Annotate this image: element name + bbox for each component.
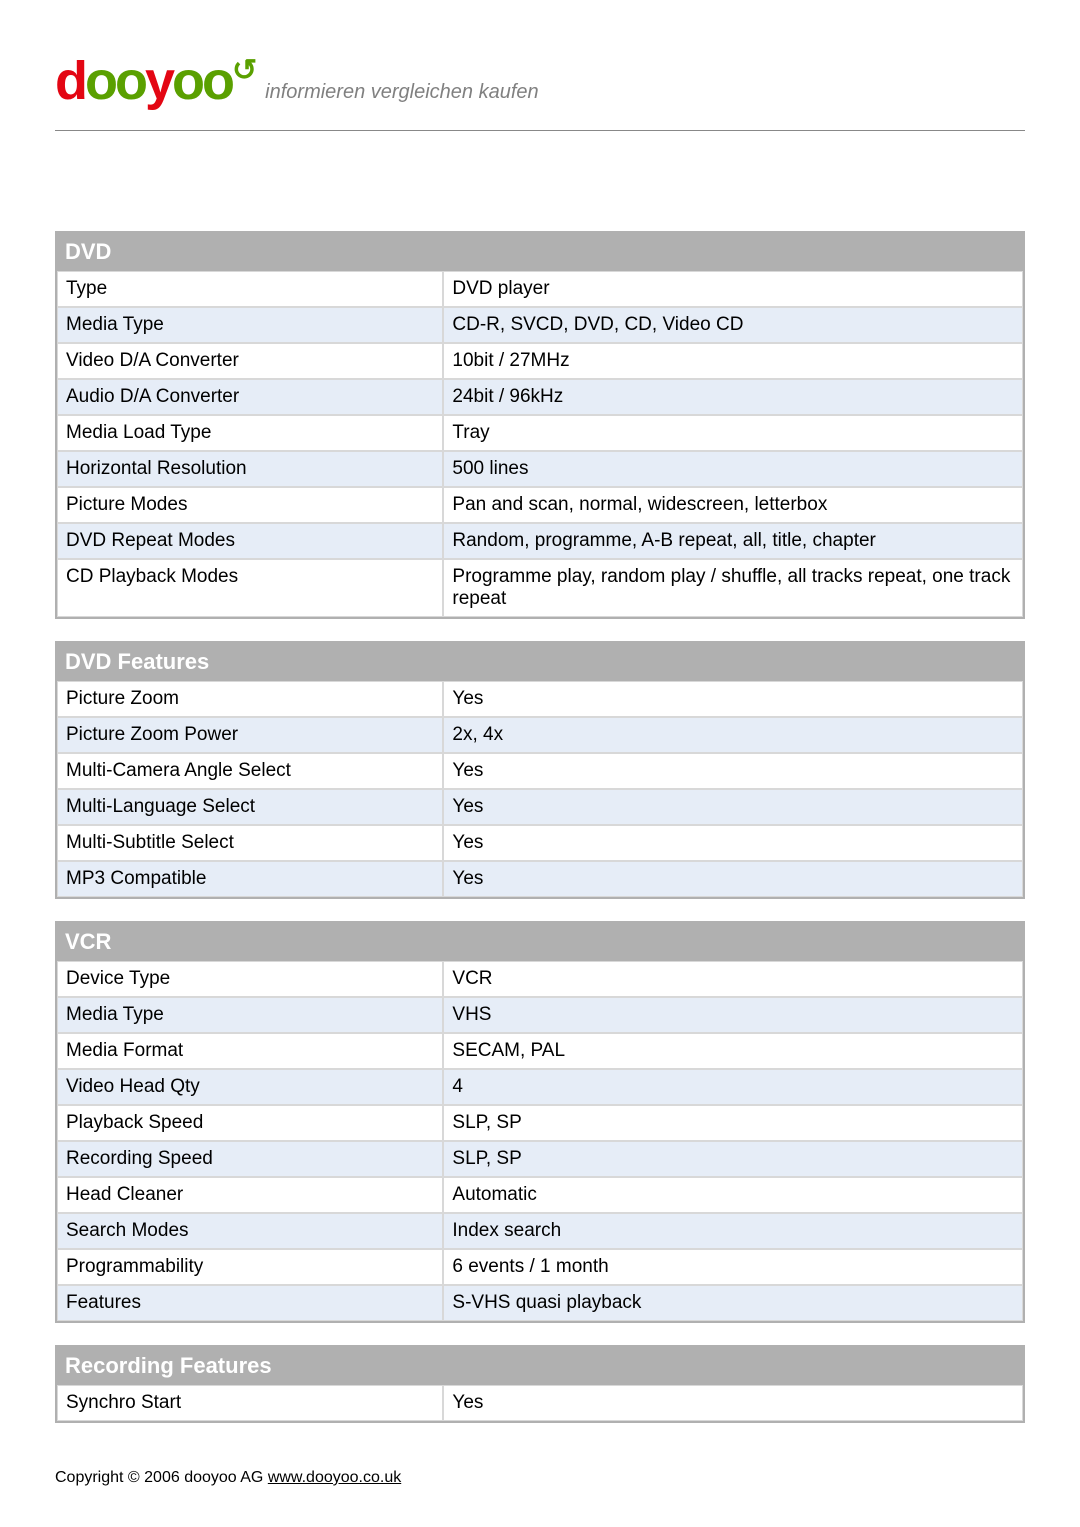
table-row: Media Load TypeTray (57, 415, 1023, 451)
spec-label: Picture Zoom Power (57, 717, 443, 753)
logo-part-2: oo (85, 51, 145, 111)
brand-tagline: informieren vergleichen kaufen (265, 81, 539, 104)
logo-part-3: y (145, 51, 172, 111)
spec-value: 4 (443, 1069, 1023, 1105)
brand-logo: dooyoo↺ informieren vergleichen kaufen (55, 50, 1025, 112)
spec-label: Media Format (57, 1033, 443, 1069)
spec-value: 500 lines (443, 451, 1023, 487)
spec-label: Multi-Language Select (57, 789, 443, 825)
spec-value: Pan and scan, normal, widescreen, letter… (443, 487, 1023, 523)
spec-label: Device Type (57, 961, 443, 997)
spec-label: DVD Repeat Modes (57, 523, 443, 559)
spec-label: Multi-Subtitle Select (57, 825, 443, 861)
copyright-text: Copyright © 2006 dooyoo AG (55, 1469, 268, 1486)
spec-value: DVD player (443, 271, 1023, 307)
table-row: FeaturesS-VHS quasi playback (57, 1285, 1023, 1321)
table-row: Multi-Subtitle SelectYes (57, 825, 1023, 861)
table-row: Media TypeVHS (57, 997, 1023, 1033)
spec-value: Random, programme, A-B repeat, all, titl… (443, 523, 1023, 559)
table-row: Video Head Qty4 (57, 1069, 1023, 1105)
spec-label: Media Type (57, 307, 443, 343)
page-header: dooyoo↺ informieren vergleichen kaufen (55, 50, 1025, 131)
spec-value: 24bit / 96kHz (443, 379, 1023, 415)
table-row: Picture ModesPan and scan, normal, wides… (57, 487, 1023, 523)
spec-label: Picture Modes (57, 487, 443, 523)
spec-value: Tray (443, 415, 1023, 451)
spec-value: VCR (443, 961, 1023, 997)
spec-table: DVD FeaturesPicture ZoomYesPicture Zoom … (55, 641, 1025, 899)
section-header: DVD (57, 233, 1023, 271)
spec-table: DVDTypeDVD playerMedia TypeCD-R, SVCD, D… (55, 231, 1025, 619)
spec-label: CD Playback Modes (57, 559, 443, 617)
spec-label: Recording Speed (57, 1141, 443, 1177)
spec-value: SLP, SP (443, 1105, 1023, 1141)
section-header: VCR (57, 923, 1023, 961)
spec-value: Yes (443, 861, 1023, 897)
spec-label: Video D/A Converter (57, 343, 443, 379)
page-footer: Copyright © 2006 dooyoo AG www.dooyoo.co… (55, 1469, 401, 1487)
table-row: Device TypeVCR (57, 961, 1023, 997)
spec-value: VHS (443, 997, 1023, 1033)
table-row: DVD Repeat ModesRandom, programme, A-B r… (57, 523, 1023, 559)
table-row: Picture ZoomYes (57, 681, 1023, 717)
spec-label: Type (57, 271, 443, 307)
spec-value: Yes (443, 753, 1023, 789)
spec-value: Automatic (443, 1177, 1023, 1213)
spec-value: 6 events / 1 month (443, 1249, 1023, 1285)
section-header: DVD Features (57, 643, 1023, 681)
logo-wordmark: dooyoo↺ (55, 50, 254, 112)
table-row: TypeDVD player (57, 271, 1023, 307)
table-row: Search ModesIndex search (57, 1213, 1023, 1249)
table-row: Media FormatSECAM, PAL (57, 1033, 1023, 1069)
spec-label: Multi-Camera Angle Select (57, 753, 443, 789)
spec-tables-container: DVDTypeDVD playerMedia TypeCD-R, SVCD, D… (55, 231, 1025, 1423)
table-row: Multi-Language SelectYes (57, 789, 1023, 825)
spec-table: VCRDevice TypeVCRMedia TypeVHSMedia Form… (55, 921, 1025, 1323)
spec-table: Recording FeaturesSynchro StartYes (55, 1345, 1025, 1423)
table-row: Head CleanerAutomatic (57, 1177, 1023, 1213)
spec-label: Head Cleaner (57, 1177, 443, 1213)
spec-value: Index search (443, 1213, 1023, 1249)
table-row: Video D/A Converter10bit / 27MHz (57, 343, 1023, 379)
table-row: Synchro StartYes (57, 1385, 1023, 1421)
spec-value: SLP, SP (443, 1141, 1023, 1177)
table-row: Media TypeCD-R, SVCD, DVD, CD, Video CD (57, 307, 1023, 343)
spec-label: Programmability (57, 1249, 443, 1285)
table-row: Playback SpeedSLP, SP (57, 1105, 1023, 1141)
spec-value: Programme play, random play / shuffle, a… (443, 559, 1023, 617)
spec-label: MP3 Compatible (57, 861, 443, 897)
logo-mark-icon: ↺ (232, 54, 254, 87)
spec-value: CD-R, SVCD, DVD, CD, Video CD (443, 307, 1023, 343)
table-row: Audio D/A Converter24bit / 96kHz (57, 379, 1023, 415)
table-row: Picture Zoom Power2x, 4x (57, 717, 1023, 753)
table-row: Multi-Camera Angle SelectYes (57, 753, 1023, 789)
spec-label: Media Load Type (57, 415, 443, 451)
spec-value: S-VHS quasi playback (443, 1285, 1023, 1321)
spec-label: Horizontal Resolution (57, 451, 443, 487)
spec-value: 2x, 4x (443, 717, 1023, 753)
footer-link[interactable]: www.dooyoo.co.uk (268, 1469, 401, 1486)
table-row: Programmability6 events / 1 month (57, 1249, 1023, 1285)
logo-part-4: oo (172, 51, 232, 111)
table-row: CD Playback ModesProgramme play, random … (57, 559, 1023, 617)
spec-value: Yes (443, 1385, 1023, 1421)
spec-label: Picture Zoom (57, 681, 443, 717)
spec-value: SECAM, PAL (443, 1033, 1023, 1069)
spec-value: Yes (443, 789, 1023, 825)
spec-label: Features (57, 1285, 443, 1321)
logo-part-1: d (55, 51, 85, 111)
spec-label: Search Modes (57, 1213, 443, 1249)
spec-label: Video Head Qty (57, 1069, 443, 1105)
table-row: Recording SpeedSLP, SP (57, 1141, 1023, 1177)
spec-value: Yes (443, 825, 1023, 861)
spec-label: Synchro Start (57, 1385, 443, 1421)
spec-label: Playback Speed (57, 1105, 443, 1141)
spec-value: 10bit / 27MHz (443, 343, 1023, 379)
spec-label: Audio D/A Converter (57, 379, 443, 415)
table-row: MP3 CompatibleYes (57, 861, 1023, 897)
table-row: Horizontal Resolution500 lines (57, 451, 1023, 487)
section-header: Recording Features (57, 1347, 1023, 1385)
spec-value: Yes (443, 681, 1023, 717)
spec-label: Media Type (57, 997, 443, 1033)
